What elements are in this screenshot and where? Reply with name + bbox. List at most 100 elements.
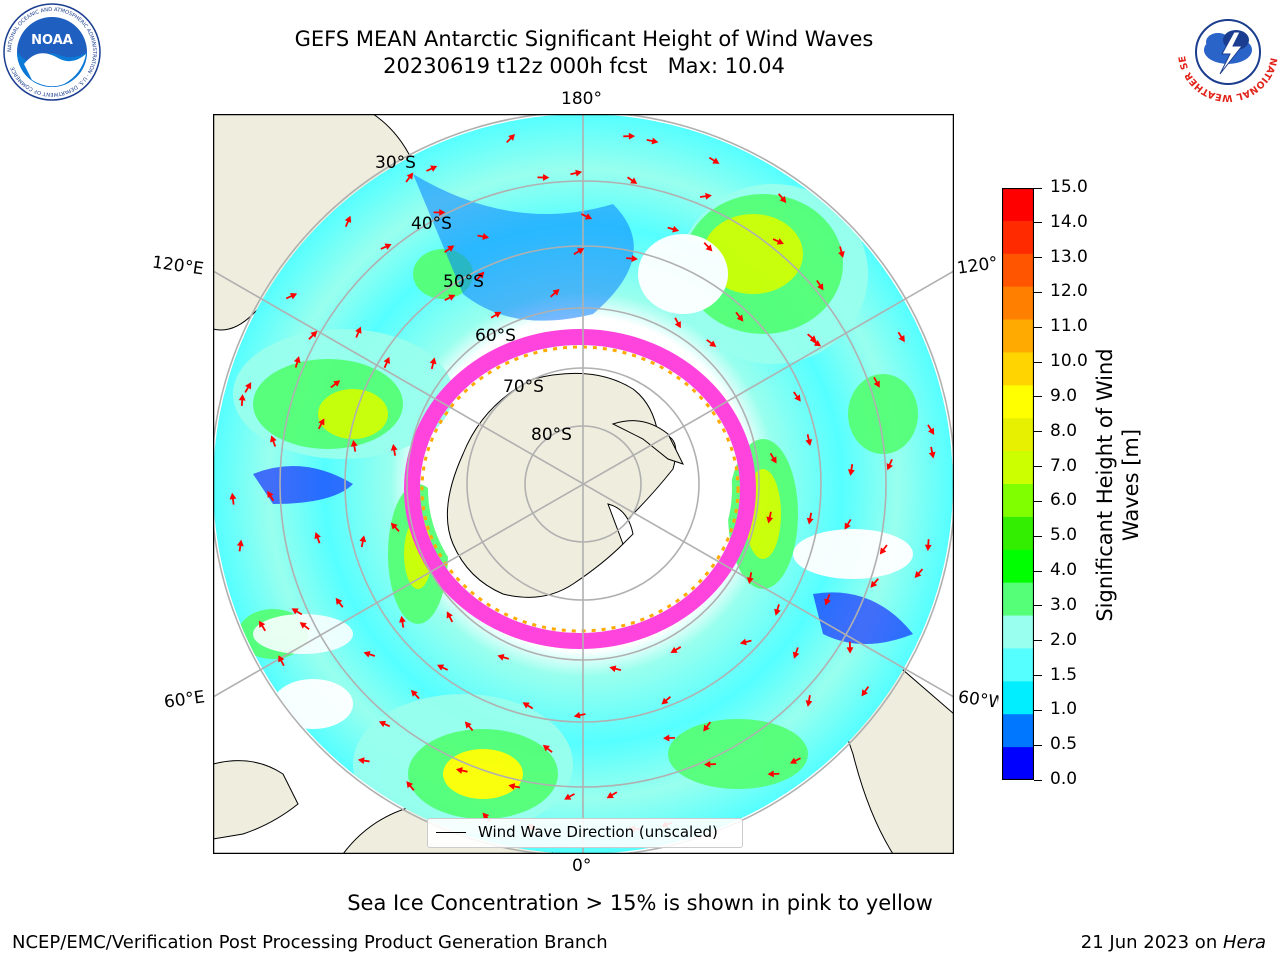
colorbar-tick-label: 12.0 <box>1050 281 1088 302</box>
colorbar-band <box>1002 319 1034 353</box>
lat-label-50s: 50°S <box>443 272 484 292</box>
wave-direction-arrowhead <box>847 469 855 476</box>
wave-direction-arrowhead <box>482 812 490 820</box>
wave-direction-arrowhead <box>508 783 516 790</box>
wave-direction-arrowhead <box>703 724 710 732</box>
colorbar-band <box>1002 253 1034 288</box>
colorbar-tick-label: 1.0 <box>1050 699 1078 720</box>
colorbar-tick-mark <box>1034 570 1042 572</box>
wave-direction-arrowhead <box>522 702 530 709</box>
lon-label-60e: 60°E <box>162 687 207 713</box>
colorbar-tick-mark <box>1034 640 1042 642</box>
wave-direction-arrowhead <box>363 650 371 658</box>
wave-direction-arrowhead <box>384 243 392 250</box>
colorbar-band <box>1002 188 1034 222</box>
wave-direction-arrowhead <box>770 456 777 464</box>
date-text: 21 Jun 2023 on <box>1080 932 1223 953</box>
wave-direction-arrowhead <box>383 356 390 364</box>
sea-ice-ring <box>404 329 756 649</box>
colorbar-band <box>1002 418 1034 452</box>
lat-label-60s: 60°S <box>475 326 516 346</box>
colorbar-tick-label: 15.0 <box>1050 177 1088 197</box>
wave-direction-arrowhead <box>399 615 406 623</box>
wave-direction-arrowhead <box>628 132 636 140</box>
lon-label-0: 0° <box>572 856 592 876</box>
wave-direction-arrowhead <box>494 311 502 318</box>
wave-direction-arrowhead <box>497 654 505 661</box>
ice-shelf <box>607 503 634 545</box>
wave-direction-arrowhead <box>258 620 266 628</box>
wave-direction-arrowhead <box>746 577 754 585</box>
colorbar-tick-mark <box>1034 431 1042 433</box>
wave-direction-arrowhead <box>577 248 585 255</box>
wave-direction-arrowhead <box>663 734 670 742</box>
colorbar-tick-mark <box>1034 466 1042 468</box>
wave-direction-arrowhead <box>739 638 747 646</box>
wave-direction-arrowhead <box>776 238 784 245</box>
wave-direction-arrowhead <box>898 335 905 343</box>
wave-direction-arrowhead <box>542 744 550 752</box>
colorbar-band <box>1002 582 1034 617</box>
colorbar-band <box>1002 549 1034 584</box>
chart-subtitle: 20230619 t12z 000h fcst Max: 10.04 <box>383 54 785 78</box>
wave-direction-arrowhead <box>314 532 321 540</box>
wave-direction-arrowhead <box>542 174 550 181</box>
lon-label-120e: 120°E <box>150 252 205 280</box>
wave-direction-arrowhead <box>406 172 414 180</box>
wave-direction-arrowhead <box>879 547 887 555</box>
colorbar-tick-label: 14.0 <box>1050 211 1088 232</box>
colorbar-tick-mark <box>1034 291 1042 293</box>
wave-direction-arrowhead <box>824 598 831 606</box>
lat-label-40s: 40°S <box>411 214 452 234</box>
colorbar-band <box>1002 451 1034 485</box>
lat-label-30s: 30°S <box>375 153 416 173</box>
legend-line-swatch <box>436 832 466 833</box>
colorbar-tick-label: 11.0 <box>1050 316 1088 337</box>
wave-direction-arrowhead <box>455 767 463 774</box>
noaa-logo: NATIONAL OCEANIC AND ATMOSPHERIC ADMINIS… <box>3 3 101 101</box>
colorbar-tick-label: 5.0 <box>1050 525 1078 546</box>
colorbar-band <box>1002 385 1034 419</box>
wave-direction-arrowhead <box>794 394 801 402</box>
sea-ice-note: Sea Ice Concentration > 15% is shown in … <box>347 891 933 915</box>
wave-direction-arrowhead <box>670 646 678 653</box>
wave-direction-arrowhead <box>630 177 638 184</box>
wave-direction-arrowhead <box>779 195 787 204</box>
madagascar-land <box>213 760 299 840</box>
wave-direction-arrowhead <box>767 770 774 778</box>
wave-direction-arrowhead <box>705 244 713 252</box>
wave-direction-arrowhead <box>378 720 387 728</box>
colorbar-tick-label: 0.0 <box>1050 769 1078 789</box>
colorbar-tick-mark <box>1034 326 1042 328</box>
colorbar-band <box>1002 648 1034 682</box>
colorbar-tick-mark <box>1034 222 1042 224</box>
wave-direction-arrowhead <box>508 133 516 141</box>
colorbar-tick-mark <box>1034 396 1042 398</box>
wave-direction-arrowhead <box>861 689 868 697</box>
wave-direction-arrowhead <box>805 439 813 446</box>
colorbar-tick-label: 10.0 <box>1050 351 1088 372</box>
wave-direction-arrowhead <box>344 215 352 223</box>
map-border <box>213 114 954 854</box>
wave-direction-arrowhead <box>609 665 617 673</box>
wave-direction-arrowhead <box>704 760 711 768</box>
svg-text:NOAA: NOAA <box>31 33 73 48</box>
producer-credit: NCEP/EMC/Verification Post Processing Pr… <box>12 932 608 953</box>
wave-direction-arrowhead <box>229 492 237 500</box>
colorbar-tick-label: 2.0 <box>1050 629 1078 650</box>
legend-label: Wind Wave Direction (unscaled) <box>478 823 718 841</box>
wave-direction-arrowhead <box>335 597 343 605</box>
wave-direction-arrowhead <box>430 165 438 172</box>
colorbar-tick-mark <box>1034 779 1042 781</box>
colorbar-label: Significant Height of Wind Waves [m] <box>1093 348 1143 622</box>
wind-wave-arrows <box>229 132 936 833</box>
wave-direction-arrowhead <box>267 490 274 498</box>
wave-direction-arrowhead <box>245 382 252 390</box>
wave-direction-arrowhead <box>792 651 800 659</box>
colorbar-band <box>1002 681 1034 715</box>
colorbar-band <box>1002 714 1034 748</box>
colorbar-tick-label: 7.0 <box>1050 455 1078 476</box>
colorbar-tick-mark <box>1034 500 1042 502</box>
lon-label-60w: 60°W <box>956 687 1000 713</box>
wave-direction-arrowhead <box>631 255 639 262</box>
